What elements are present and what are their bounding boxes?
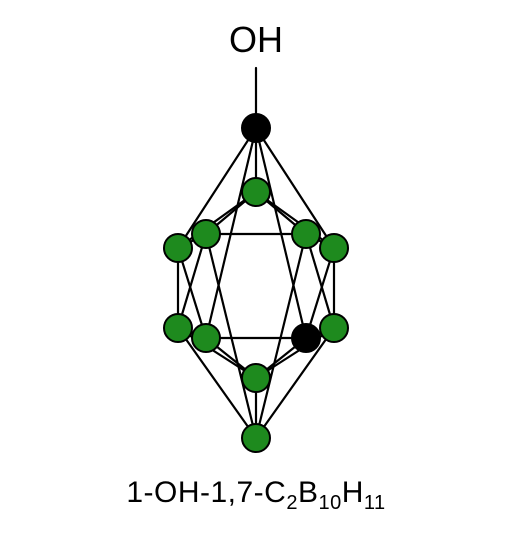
oh-label: OH <box>229 19 283 60</box>
vertex-v11 <box>292 220 320 248</box>
vertex-v10 <box>192 220 220 248</box>
vertex-v2 <box>242 178 270 206</box>
caption-segment: H <box>342 476 364 509</box>
vertex-v9 <box>164 314 192 342</box>
vertex-v5 <box>192 324 220 352</box>
vertex-v12 <box>320 314 348 342</box>
vertex-v4 <box>292 324 320 352</box>
vertex-v3 <box>320 234 348 262</box>
caption-segment: 10 <box>318 492 341 514</box>
caption-segment: 2 <box>286 492 298 514</box>
vertex-v7 <box>242 424 270 452</box>
caption-segment: B <box>298 476 319 509</box>
vertex-v6 <box>164 234 192 262</box>
caption-segment: 11 <box>364 492 386 514</box>
formula-caption: 1-OH-1,7-C2B10H11 <box>0 476 512 515</box>
caption-segment: 1-OH-1,7-C <box>126 476 286 509</box>
vertex-v1 <box>242 114 270 142</box>
carborane-diagram: OH <box>0 0 512 470</box>
vertex-v8 <box>242 364 270 392</box>
